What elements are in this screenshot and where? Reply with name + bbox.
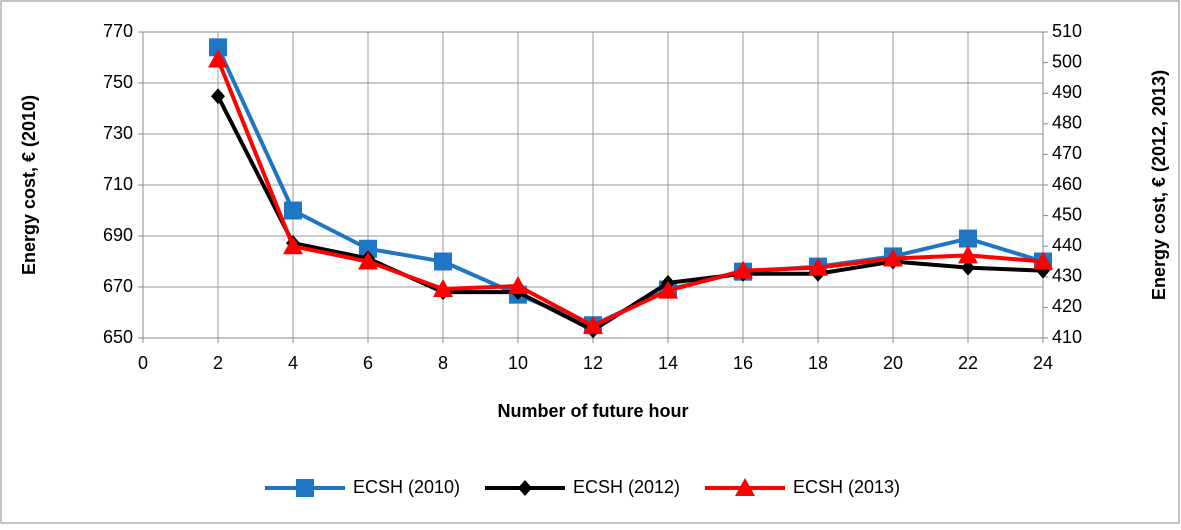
marker: [1033, 251, 1053, 270]
marker: [733, 260, 753, 279]
marker: [358, 251, 378, 270]
x-tick-label: 16: [733, 353, 753, 373]
marker: [658, 280, 678, 299]
x-tick-label: 2: [213, 353, 223, 373]
legend-label: ECSH (2013): [793, 477, 900, 497]
y2-tick-label: 420: [1052, 296, 1082, 316]
marker: [959, 229, 977, 248]
marker: [283, 236, 303, 255]
y-axis-title: Energy cost, € (2010): [19, 95, 39, 275]
y-tick-label: 670: [103, 276, 133, 296]
marker: [961, 259, 975, 276]
y2-tick-label: 440: [1052, 235, 1082, 255]
marker: [883, 248, 903, 267]
y2-tick-label: 430: [1052, 266, 1082, 286]
marker: [359, 239, 377, 258]
x-tick-label: 14: [658, 353, 678, 373]
y-tick-label: 730: [103, 123, 133, 143]
x-axis-title: Number of future hour: [498, 401, 689, 421]
y2-tick-label: 490: [1052, 82, 1082, 102]
marker: [508, 275, 528, 294]
marker: [296, 479, 314, 497]
marker: [211, 88, 225, 105]
legend-label: ECSH (2010): [353, 477, 460, 497]
x-tick-label: 0: [138, 353, 148, 373]
y-tick-label: 770: [103, 21, 133, 41]
marker: [208, 49, 228, 68]
x-tick-label: 24: [1033, 353, 1053, 373]
y-tick-label: 690: [103, 225, 133, 245]
marker: [518, 480, 532, 496]
marker: [209, 38, 227, 57]
marker: [958, 245, 978, 264]
series-line: [216, 58, 1044, 328]
x-tick-label: 18: [808, 353, 828, 373]
x-tick-label: 4: [288, 353, 298, 373]
legend-label: ECSH (2012): [573, 477, 680, 497]
marker: [284, 201, 302, 220]
y2-tick-label: 510: [1052, 21, 1082, 41]
y2-tick-label: 410: [1052, 327, 1082, 347]
y2-axis-title: Energy cost, € (2012, 2013): [1149, 70, 1169, 300]
y2-tick-label: 460: [1052, 174, 1082, 194]
y-tick-label: 750: [103, 72, 133, 92]
y2-tick-label: 470: [1052, 143, 1082, 163]
marker: [735, 478, 755, 496]
x-tick-label: 12: [583, 353, 603, 373]
marker: [583, 315, 603, 334]
y2-tick-label: 450: [1052, 204, 1082, 224]
x-tick-label: 8: [438, 353, 448, 373]
y-tick-label: 650: [103, 327, 133, 347]
y2-tick-label: 480: [1052, 113, 1082, 133]
x-tick-label: 22: [958, 353, 978, 373]
y-tick-label: 710: [103, 174, 133, 194]
marker: [434, 252, 452, 271]
x-tick-label: 10: [508, 353, 528, 373]
marker: [808, 257, 828, 276]
x-tick-label: 6: [363, 353, 373, 373]
x-tick-label: 20: [883, 353, 903, 373]
marker: [433, 279, 453, 298]
y2-tick-label: 500: [1052, 51, 1082, 71]
